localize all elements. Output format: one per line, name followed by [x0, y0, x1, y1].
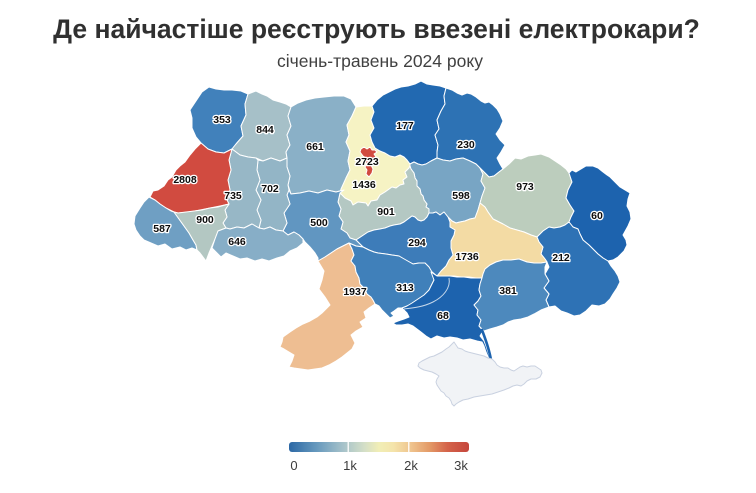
svg-text:313: 313 [396, 282, 414, 294]
svg-text:230: 230 [457, 139, 475, 151]
svg-text:2723: 2723 [355, 156, 379, 168]
svg-text:1736: 1736 [455, 251, 479, 263]
svg-text:2k: 2k [404, 458, 418, 473]
svg-text:1937: 1937 [343, 286, 367, 298]
svg-text:212: 212 [552, 252, 570, 264]
svg-text:294: 294 [408, 237, 426, 249]
svg-text:3k: 3k [454, 458, 468, 473]
svg-text:353: 353 [213, 114, 231, 126]
svg-text:661: 661 [306, 141, 324, 153]
svg-text:973: 973 [516, 181, 534, 193]
svg-text:381: 381 [499, 285, 517, 297]
svg-text:68: 68 [437, 310, 449, 322]
svg-text:1436: 1436 [352, 179, 376, 191]
svg-text:646: 646 [228, 236, 246, 248]
svg-text:2808: 2808 [173, 174, 197, 186]
svg-text:177: 177 [396, 120, 414, 132]
svg-text:587: 587 [153, 223, 171, 235]
svg-text:844: 844 [256, 124, 274, 136]
svg-text:702: 702 [261, 183, 279, 195]
svg-text:0: 0 [290, 458, 297, 473]
svg-text:901: 901 [377, 206, 395, 218]
svg-text:500: 500 [310, 217, 328, 229]
svg-text:598: 598 [452, 190, 470, 202]
svg-text:1k: 1k [343, 458, 357, 473]
svg-text:60: 60 [591, 210, 603, 222]
svg-text:900: 900 [196, 214, 214, 226]
svg-text:735: 735 [224, 190, 242, 202]
